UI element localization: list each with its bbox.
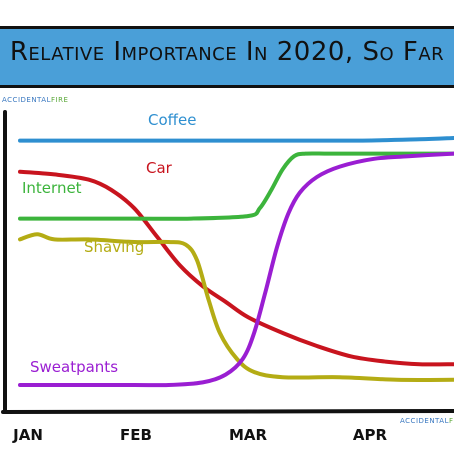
- x-tick-labels: JAN FEB MAR APR: [12, 426, 387, 444]
- series-line-car: [18, 169, 454, 367]
- series-label-internet: Internet: [22, 179, 82, 197]
- watermark-bottom: ACCIDENTALFIRE: [400, 417, 454, 425]
- series-label-coffee: Coffee: [148, 111, 196, 129]
- series-lines: [18, 136, 454, 388]
- series-line-coffee: [18, 136, 454, 143]
- series-labels: Coffee Car Internet Shaving Sweatpants: [22, 111, 196, 376]
- x-tick-label-apr: APR: [353, 426, 388, 444]
- x-tick-label-feb: FEB: [120, 426, 152, 444]
- watermark-bottom-part-b: FIRE: [448, 417, 454, 425]
- series-label-car: Car: [146, 159, 173, 177]
- series-label-sweatpants: Sweatpants: [30, 358, 118, 376]
- chart-title: Relative Importance In 2020, So Far: [9, 37, 445, 67]
- watermark-top: ACCIDENTALFIRE: [2, 96, 68, 104]
- title-banner: Relative Importance In 2020, So Far: [0, 26, 454, 88]
- x-tick-label-jan: JAN: [12, 426, 43, 444]
- axes: [1, 110, 454, 414]
- watermark-bottom-part-a: ACCIDENTAL: [400, 417, 449, 425]
- watermark-top-part-b: FIRE: [50, 96, 69, 104]
- x-tick-label-mar: MAR: [229, 426, 268, 444]
- x-axis: [1, 409, 454, 414]
- series-line-shaving: [18, 232, 454, 382]
- series-label-shaving: Shaving: [84, 238, 144, 256]
- series-line-sweatpants: [18, 151, 454, 388]
- series-line-internet: [18, 151, 454, 221]
- watermark-top-part-a: ACCIDENTAL: [2, 96, 51, 104]
